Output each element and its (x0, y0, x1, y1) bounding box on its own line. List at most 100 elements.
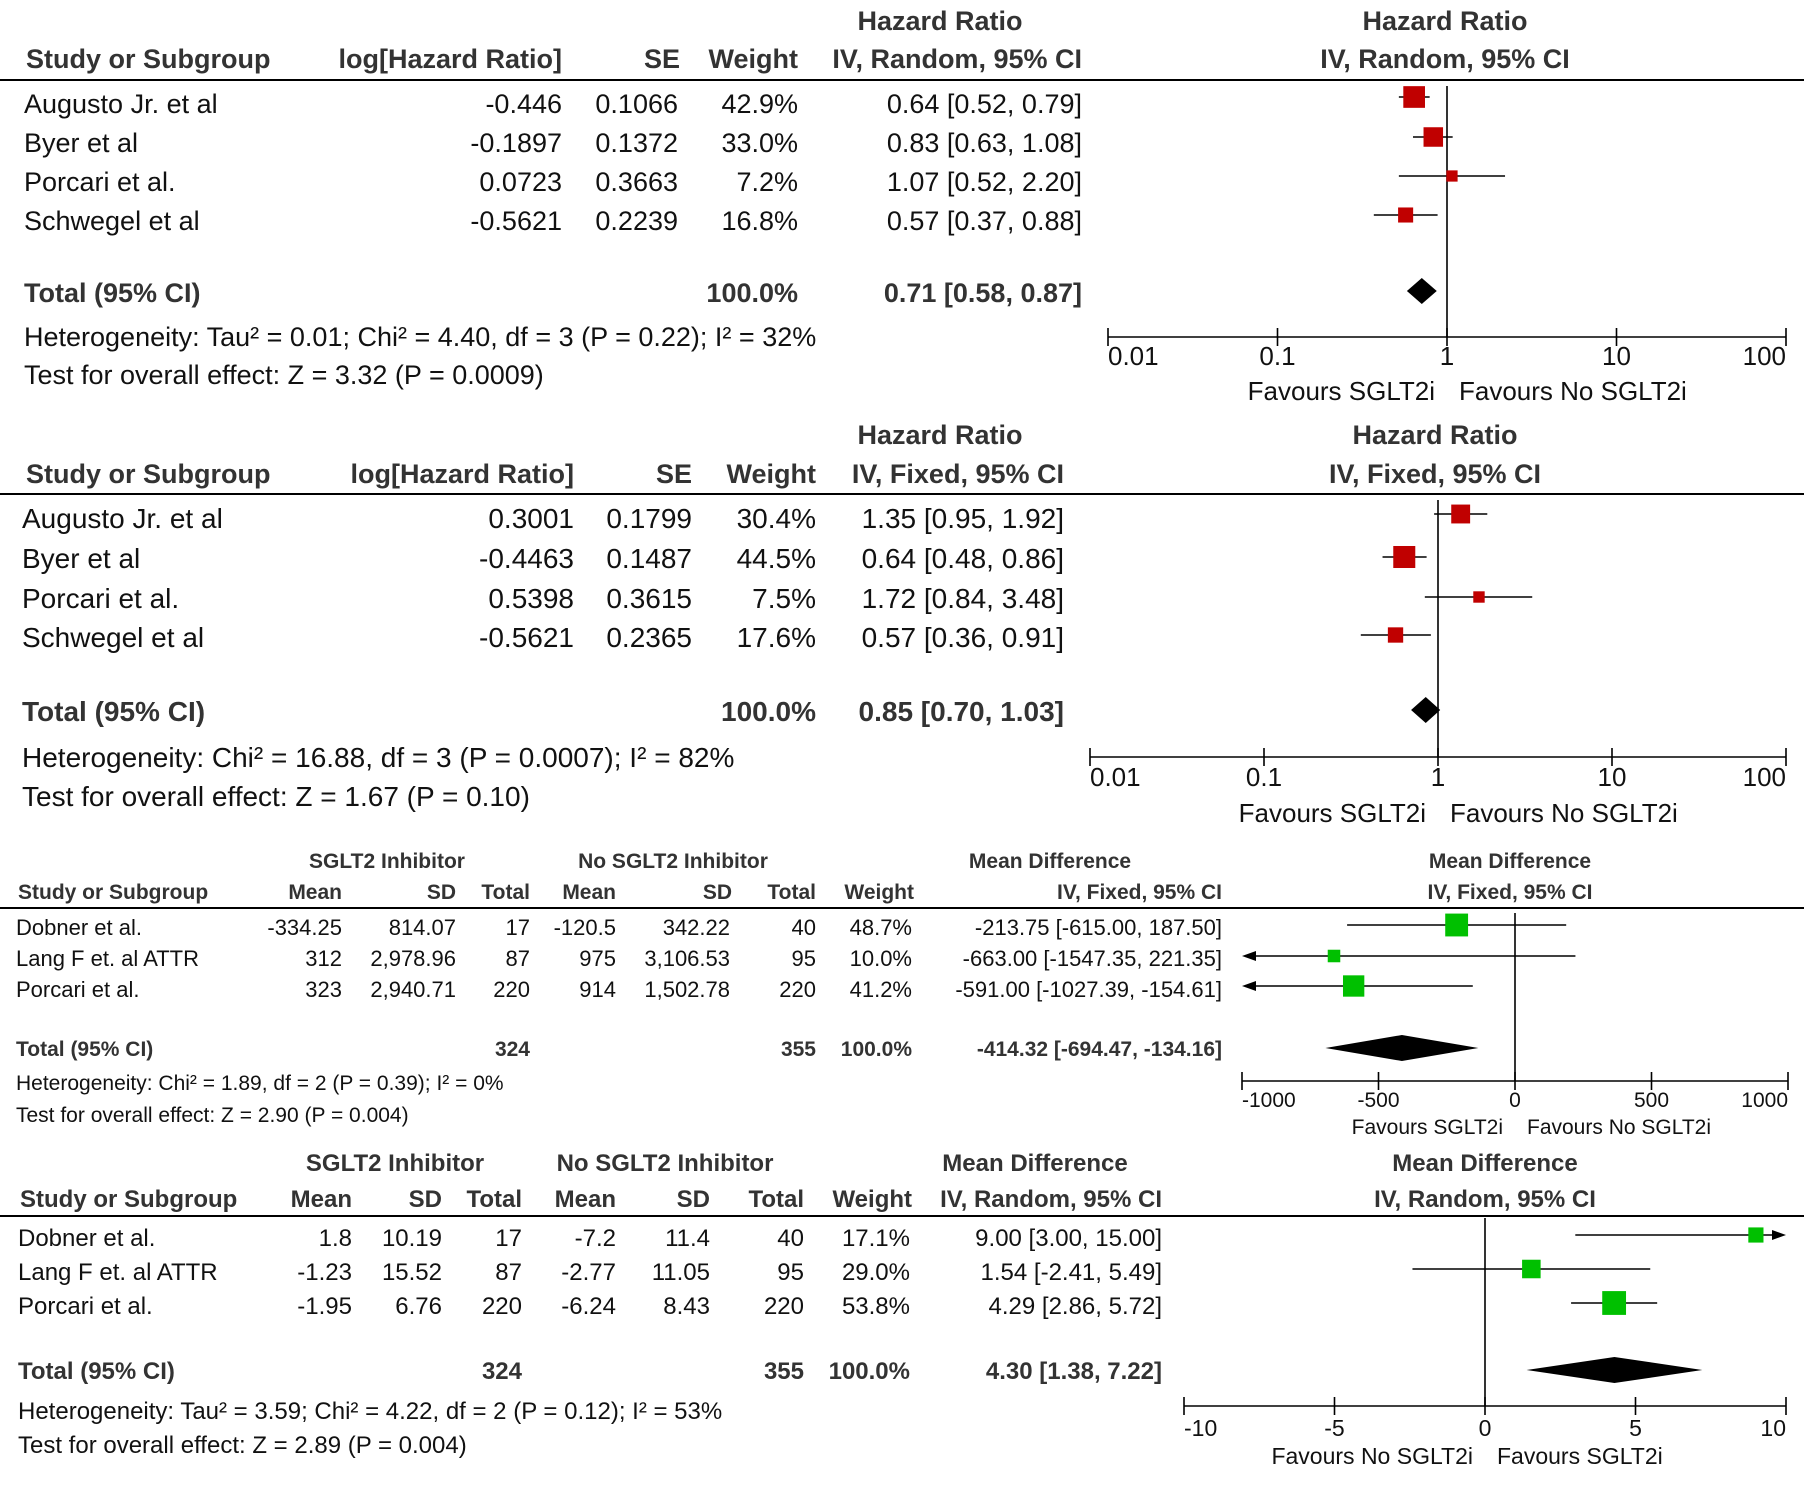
x-tick-label: 10 (1602, 341, 1631, 371)
mean-a-value: -1.95 (297, 1293, 352, 1320)
effect-ci-value: 1.72 [0.84, 3.48] (861, 583, 1064, 614)
study-marker (1423, 127, 1444, 147)
sd-a-value: 15.52 (381, 1259, 442, 1286)
col-header-total-b: Total (748, 1186, 804, 1213)
col-header-weight: Weight (844, 881, 914, 904)
total-b-value: 95 (777, 1259, 804, 1286)
total-label: Total (95% CI) (18, 1358, 175, 1385)
total-a-count: 324 (494, 1038, 530, 1061)
col-header-mean-a: Mean (290, 1186, 352, 1213)
weight-value: 44.5% (736, 543, 816, 574)
group-a-header: SGLT2 Inhibitor (305, 1150, 485, 1177)
study-name: Schwegel et al (22, 622, 205, 653)
x-tick-label: 100 (1743, 341, 1786, 371)
se-value: 0.1487 (606, 543, 692, 574)
col-header-mean-b: Mean (562, 881, 616, 904)
col-header-effect: IV, Fixed, 95% CI (1057, 881, 1222, 904)
mean-a-value: -1.23 (297, 1259, 352, 1286)
effect-ci-value: 0.57 [0.36, 0.91] (861, 622, 1064, 653)
ci-arrow-left (1242, 951, 1256, 961)
total-effect-ci: 4.30 [1.38, 7.22] (985, 1358, 1162, 1385)
total-label: Total (95% CI) (24, 278, 201, 308)
mean-b-value: -120.5 (553, 915, 616, 940)
log-hr-value: -0.5621 (470, 206, 562, 236)
study-marker (1393, 545, 1416, 569)
study-marker (1445, 913, 1469, 937)
plot-header: IV, Fixed, 95% CI (1427, 881, 1593, 904)
weight-value: 16.8% (721, 206, 798, 236)
col-header-sd-b: SD (702, 881, 732, 904)
weight-value: 7.5% (752, 583, 816, 614)
pooled-diamond (1325, 1035, 1479, 1061)
study-name: Porcari et al. (16, 977, 140, 1002)
ci-arrow-left (1242, 981, 1256, 991)
log-hr-value: -0.1897 (470, 128, 562, 158)
study-marker (1398, 207, 1414, 223)
mean-b-value: 914 (579, 977, 616, 1002)
col-header-mean-b: Mean (554, 1186, 616, 1213)
col-header-log-hr: log[Hazard Ratio] (338, 44, 562, 74)
sd-b-value: 8.43 (663, 1293, 710, 1320)
mean-b-value: 975 (579, 946, 616, 971)
x-tick-label: 0 (1509, 1089, 1521, 1112)
x-tick-label: -500 (1357, 1089, 1399, 1112)
plot-header: IV, Random, 95% CI (1374, 1186, 1596, 1213)
group-a-header: SGLT2 Inhibitor (309, 850, 465, 873)
forest-plot-2: 0.01 0.1 1 10 100 Favours SGLT2i Favours No SG… (1089, 500, 1787, 828)
total-a-value: 87 (505, 946, 530, 971)
total-weight: 100.0% (721, 696, 816, 727)
log-hr-value: 0.0723 (479, 167, 562, 197)
total-b-count: 355 (763, 1358, 804, 1385)
total-a-value: 17 (495, 1225, 522, 1252)
mean-a-value: -334.25 (267, 915, 342, 940)
forest-panel-2: Hazard Ratio Hazard Ratio Study or Subgr… (0, 422, 1804, 828)
total-b-count: 355 (780, 1038, 816, 1061)
col-header-study: Study or Subgroup (20, 1186, 238, 1213)
study-marker (1522, 1259, 1541, 1279)
favours-right-label: Favours No SGLT2i (1527, 1116, 1711, 1139)
plot-header: IV, Fixed, 95% CI (1328, 459, 1542, 489)
x-tick-label: 10 (1760, 1415, 1786, 1441)
x-tick-label: 0 (1479, 1415, 1492, 1441)
overall-effect-text: Test for overall effect: Z = 2.90 (P = 0… (16, 1104, 409, 1127)
total-weight: 100.0% (840, 1038, 912, 1061)
study-marker (1342, 975, 1365, 997)
col-header-total-a: Total (466, 1186, 522, 1213)
col-header-log-hr: log[Hazard Ratio] (350, 459, 574, 489)
weight-value: 53.8% (841, 1293, 910, 1320)
effect-ci-value: 0.64 [0.52, 0.79] (886, 89, 1082, 119)
effect-ci-value: 0.83 [0.63, 1.08] (886, 128, 1082, 158)
x-tick-label: 1 (1431, 762, 1445, 792)
total-a-count: 324 (481, 1358, 522, 1385)
sd-b-value: 11.4 (665, 1225, 710, 1252)
pooled-diamond (1406, 278, 1437, 304)
effect-header-top: Mean Difference (942, 1150, 1128, 1177)
sd-b-value: 1,502.78 (644, 977, 730, 1002)
col-header-sd-a: SD (408, 1186, 442, 1213)
weight-value: 30.4% (736, 503, 816, 534)
favours-left-label: Favours SGLT2i (1248, 376, 1435, 406)
mean-b-value: -6.24 (561, 1293, 616, 1320)
plot-header: IV, Random, 95% CI (1320, 44, 1570, 74)
weight-value: 17.6% (736, 622, 816, 653)
se-value: 0.1066 (595, 89, 678, 119)
mean-a-value: 1.8 (318, 1225, 352, 1252)
mean-b-value: -2.77 (561, 1259, 616, 1286)
study-name: Byer et al (24, 128, 139, 158)
se-value: 0.3615 (606, 583, 692, 614)
study-marker (1451, 504, 1471, 524)
col-header-mean-a: Mean (288, 881, 342, 904)
total-a-value: 220 (481, 1293, 522, 1320)
header-rule (0, 1215, 1804, 1217)
ci-arrow-right (1772, 1230, 1786, 1240)
x-tick-label: 1000 (1741, 1089, 1788, 1112)
total-b-value: 95 (791, 946, 816, 971)
col-header-total-b: Total (767, 881, 816, 904)
x-tick-label: 1 (1440, 341, 1454, 371)
forest-panel-3: SGLT2 Inhibitor No SGLT2 Inhibitor Mean … (0, 850, 1804, 1139)
favours-left-label: Favours SGLT2i (1352, 1116, 1503, 1139)
heterogeneity-text: Heterogeneity: Chi² = 1.89, df = 2 (P = … (16, 1072, 504, 1095)
mean-a-value: 323 (305, 977, 342, 1002)
effect-ci-value: -213.75 [-615.00, 187.50] (974, 915, 1222, 940)
